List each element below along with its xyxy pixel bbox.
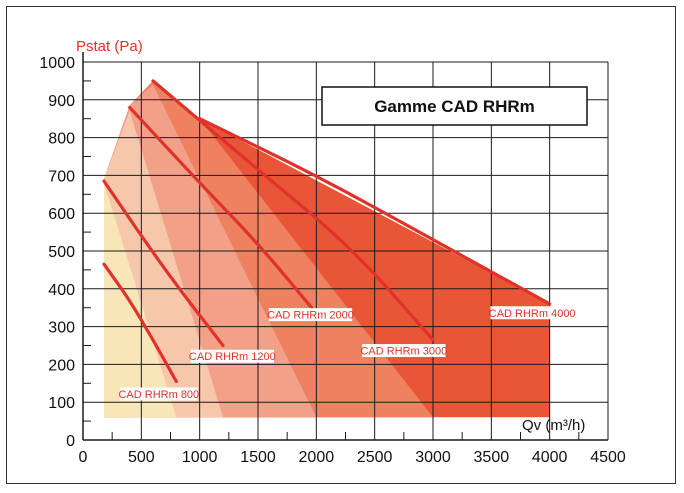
- tick-labels: 0 500 1000 1500 2000 2500 3000 3500 4000 4500 0 100…: [39, 55, 625, 466]
- curve-cad-rhrm-4000: [198, 117, 552, 306]
- label-cad-rhrm-3000: CAD RHRm 3000: [360, 344, 447, 358]
- x-tick-label: 4000: [532, 449, 568, 466]
- y-tick-label: 200: [48, 357, 75, 374]
- y-tick-label: 800: [48, 131, 75, 148]
- model-label-text: CAD RHRm 1200: [189, 351, 276, 363]
- y-tick-label: 700: [48, 168, 75, 185]
- label-background: [490, 306, 574, 320]
- label-cad-rhrm-2000: CAD RHRm 2000: [267, 308, 354, 322]
- curve-cad-rhrm-800: [102, 262, 178, 383]
- x-axis-label: Qv (m³/h): [522, 417, 585, 434]
- curve-cad-rhrm-2000: [128, 105, 318, 315]
- y-tick-label: 900: [48, 93, 75, 110]
- y-tick-label: 300: [48, 320, 75, 337]
- x-tick-label: 1000: [182, 449, 218, 466]
- model-label-text: CAD RHRm 800: [118, 389, 199, 401]
- label-background: [362, 344, 446, 358]
- operating-zones: [104, 80, 550, 418]
- label-background: [190, 349, 274, 363]
- label-cad-rhrm-4000: CAD RHRm 4000: [489, 306, 576, 320]
- model-labels: CAD RHRm 800 CAD RHRm 1200 CAD RHRm 2000 CA…: [118, 306, 576, 401]
- x-tick-label: 3000: [415, 449, 451, 466]
- x-tick-label: 1500: [240, 449, 276, 466]
- y-tick-label: 100: [48, 395, 75, 412]
- legend-box: Gamme CAD RHRm: [321, 86, 588, 126]
- y-tick-label: 600: [48, 206, 75, 223]
- model-label-text: CAD RHRm 4000: [489, 308, 576, 320]
- x-tick-label: 2500: [357, 449, 393, 466]
- chart-title: Gamme CAD RHRm: [374, 97, 535, 116]
- model-label-text: CAD RHRm 3000: [360, 346, 447, 358]
- label-cad-rhrm-800: CAD RHRm 800: [118, 387, 199, 401]
- legend-frame: [321, 86, 588, 126]
- label-background: [120, 387, 198, 401]
- y-tick-label: 1000: [39, 55, 75, 72]
- x-tick-label: 4500: [590, 449, 626, 466]
- x-tick-label: 0: [79, 449, 88, 466]
- label-cad-rhrm-1200: CAD RHRm 1200: [189, 349, 276, 363]
- model-label-text: CAD RHRm 2000: [267, 310, 354, 322]
- zone-cad-rhrm-800: [104, 183, 177, 418]
- y-tick-label: 500: [48, 244, 75, 261]
- y-tick-label: 0: [66, 433, 75, 450]
- y-tick-label: 400: [48, 282, 75, 299]
- label-background: [268, 308, 353, 322]
- curve-cad-rhrm-1200: [102, 179, 225, 348]
- x-tick-label: 3500: [474, 449, 510, 466]
- y-axis-label: Pstat (Pa): [76, 38, 143, 55]
- curve-cad-rhrm-3000: [151, 79, 435, 342]
- fan-curves: [102, 79, 552, 383]
- x-tick-label: 500: [128, 449, 155, 466]
- x-tick-label: 2000: [299, 449, 335, 466]
